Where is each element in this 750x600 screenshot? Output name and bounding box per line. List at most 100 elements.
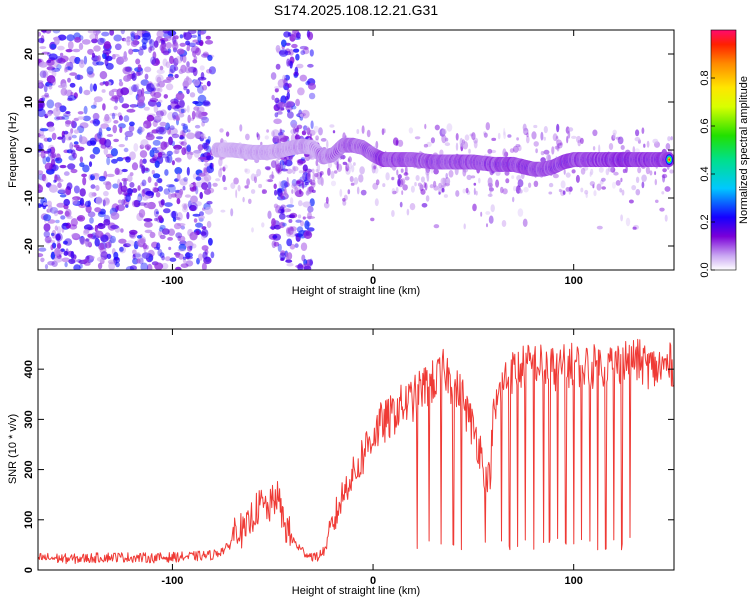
noise-blob [165, 61, 171, 68]
noise-blob [272, 135, 280, 145]
noise-blob [86, 241, 92, 247]
speckle [546, 154, 551, 162]
noise-blob [189, 204, 197, 212]
noise-blob [187, 200, 192, 209]
noise-blob [129, 265, 137, 270]
noise-blob [162, 30, 170, 34]
noise-blob [169, 64, 176, 74]
speckle [305, 190, 310, 196]
speckle [552, 133, 558, 142]
noise-blob [199, 65, 205, 71]
speckle [233, 177, 239, 185]
noise-blob [191, 110, 196, 120]
noise-blob [154, 160, 160, 168]
noise-blob [206, 80, 211, 87]
noise-blob [206, 145, 212, 155]
noise-blob [201, 245, 209, 251]
noise-blob [167, 228, 175, 236]
speckle [401, 190, 404, 196]
speckle [571, 135, 577, 139]
noise-blob [166, 184, 175, 188]
speckle [215, 178, 221, 182]
noise-blob [131, 188, 138, 193]
noise-blob [174, 148, 180, 155]
speckle [325, 196, 329, 204]
noise-blob [104, 81, 109, 87]
speckle [649, 170, 653, 176]
noise-blob [304, 46, 309, 51]
speckle [556, 123, 560, 133]
speckle [548, 191, 553, 195]
speckle [662, 168, 667, 173]
snr-series [38, 338, 674, 565]
noise-blob [92, 118, 96, 125]
noise-blob [51, 229, 57, 239]
noise-blob [283, 208, 292, 213]
speckle [374, 198, 379, 207]
speckle [548, 182, 554, 188]
speckle [370, 217, 375, 222]
speckle [244, 168, 251, 174]
noise-blob [44, 177, 48, 185]
noise-blob [286, 58, 290, 67]
noise-blob [274, 87, 280, 93]
noise-blob [127, 188, 133, 195]
colorbar-tick-label: 0.8 [699, 70, 711, 85]
noise-blob [139, 238, 146, 244]
noise-blob [123, 243, 131, 248]
noise-blob [130, 32, 135, 42]
noise-blob [71, 120, 75, 128]
noise-blob [297, 87, 305, 96]
noise-blob [55, 219, 60, 224]
noise-blob [192, 50, 197, 57]
noise-blob [195, 186, 199, 195]
noise-blob [159, 252, 165, 258]
noise-blob [93, 173, 100, 181]
noise-blob [51, 232, 55, 237]
noise-blob [106, 173, 115, 178]
speckle [445, 172, 449, 179]
noise-blob [208, 237, 213, 246]
noise-blob [198, 31, 205, 35]
speckle [559, 142, 563, 146]
noise-blob [156, 242, 161, 250]
noise-blob [193, 79, 200, 86]
noise-blob [299, 113, 304, 118]
speckle [395, 139, 399, 146]
noise-blob [46, 66, 55, 71]
noise-blob [286, 91, 290, 100]
noise-blob [133, 199, 141, 208]
speckle [513, 185, 517, 192]
noise-blob [205, 138, 211, 144]
noise-blob [41, 30, 47, 33]
speckle [641, 174, 647, 182]
speckle [526, 135, 530, 144]
noise-blob [77, 111, 84, 115]
speckle [314, 172, 319, 178]
noise-blob [51, 77, 56, 86]
noise-blob [193, 218, 198, 223]
noise-blob [71, 134, 77, 139]
snr-y-axis-label: SNR (10 * v/v) [7, 414, 19, 484]
noise-blob [141, 30, 146, 34]
noise-blob [95, 228, 100, 238]
noise-blob [38, 82, 42, 87]
speckle [641, 181, 645, 189]
noise-blob [47, 126, 55, 132]
noise-blob [83, 55, 88, 65]
noise-blob [136, 235, 142, 239]
noise-blob [44, 264, 49, 270]
noise-blob [300, 220, 304, 227]
speckle [219, 167, 223, 171]
speckle [382, 128, 386, 134]
noise-blob [142, 158, 147, 164]
noise-blob [307, 63, 314, 68]
speckle [353, 177, 359, 185]
noise-blob [92, 112, 100, 121]
speckle [375, 140, 379, 149]
noise-blob [133, 240, 139, 250]
speckle [294, 134, 301, 140]
noise-blob [152, 139, 161, 146]
noise-blob [175, 252, 180, 258]
noise-blob [189, 92, 196, 98]
